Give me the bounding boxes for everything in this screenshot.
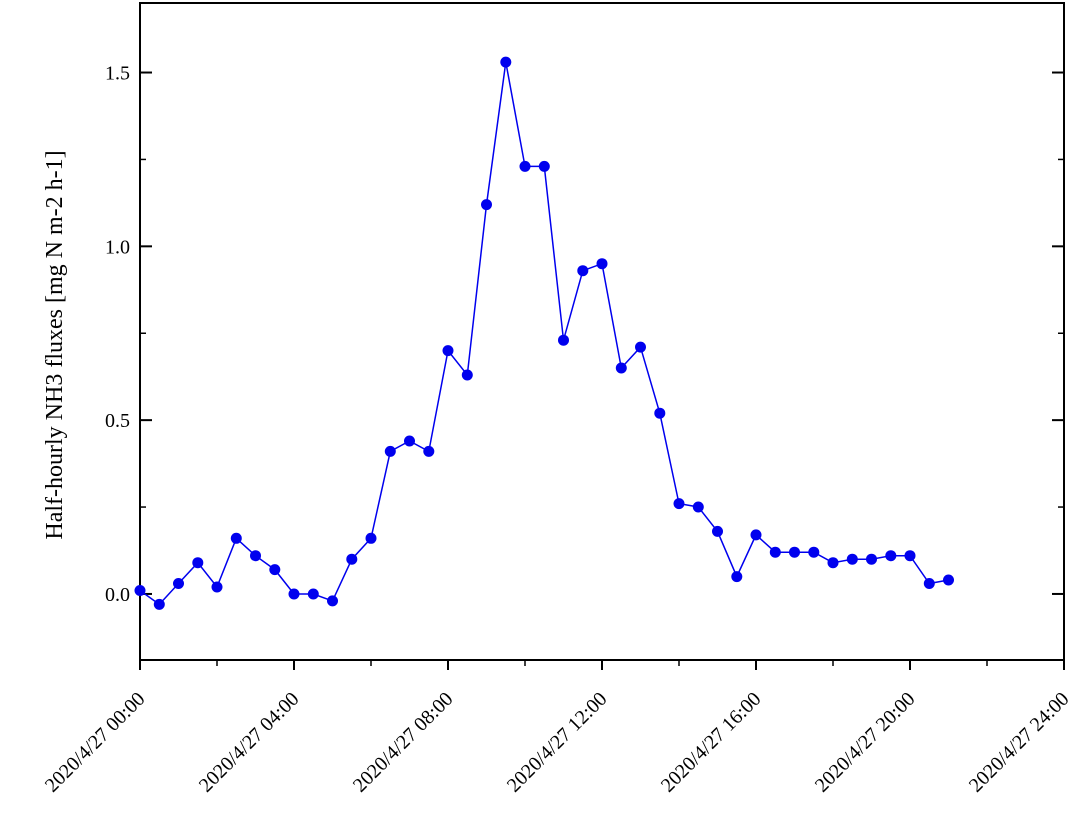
x-tick-label: 2020/4/27 20:00 [811, 688, 920, 797]
data-point [269, 564, 281, 576]
data-point [866, 553, 877, 565]
data-point [327, 595, 338, 607]
data-point [192, 557, 204, 569]
y-tick-label: 1.5 [105, 63, 130, 85]
data-point [500, 56, 512, 68]
data-point [134, 585, 146, 596]
data-point [404, 435, 415, 447]
data-point [538, 160, 550, 172]
x-tick-label: 2020/4/27 08:00 [349, 688, 458, 797]
data-point [943, 574, 954, 586]
y-tick-label: 0.5 [105, 410, 130, 432]
series-line [139, 61, 949, 606]
data-point [230, 532, 242, 544]
x-tick-label: 2020/4/27 12:00 [503, 688, 612, 797]
data-point [596, 258, 608, 270]
data-point [346, 553, 358, 565]
data-point [712, 525, 723, 537]
data-point [846, 553, 858, 565]
y-tick-label: 1.0 [105, 236, 130, 258]
y-axis: 0.0 0.5 1.0 1.5 [105, 63, 1064, 606]
x-tick-label: 2020/4/27 16:00 [657, 688, 766, 797]
x-tick-label: 2020/4/27 00:00 [41, 688, 150, 797]
y-axis-title: Half-hourly NH3 fluxes [mg N m-2 h-1] [42, 150, 68, 539]
y-tick-label: 0.0 [105, 584, 130, 606]
data-point [288, 588, 300, 600]
x-axis: 2020/4/27 00:00 2020/4/27 04:00 2020/4/27 … [41, 660, 1074, 797]
data-point [750, 529, 762, 541]
data-point [808, 546, 820, 558]
data-point [827, 557, 839, 569]
data-point [442, 345, 454, 357]
data-point [211, 581, 223, 593]
data-point [365, 532, 377, 544]
data-point [635, 341, 646, 353]
data-point [250, 550, 261, 562]
data-point [885, 550, 897, 562]
data-point [673, 498, 685, 510]
data-point [654, 407, 666, 419]
data-point [577, 265, 589, 277]
data-point [904, 550, 916, 562]
data-point [731, 571, 743, 583]
data-point [769, 546, 781, 558]
data-point [384, 445, 396, 457]
data-point [558, 334, 569, 346]
data-point [789, 546, 800, 558]
data-point [423, 445, 435, 457]
data-point [461, 369, 473, 381]
data-point [481, 199, 492, 211]
data-point [615, 362, 627, 374]
x-tick-label: 2020/4/27 04:00 [195, 688, 304, 797]
plot-frame [139, 2, 1065, 661]
data-point [923, 578, 935, 589]
data-point [307, 588, 319, 600]
data-point [173, 578, 184, 589]
x-tick-label: 2020/4/27 24:00 [965, 688, 1074, 797]
data-point [692, 501, 704, 513]
data-point [519, 160, 531, 172]
series-line-group [134, 56, 954, 610]
data-point [153, 598, 165, 610]
